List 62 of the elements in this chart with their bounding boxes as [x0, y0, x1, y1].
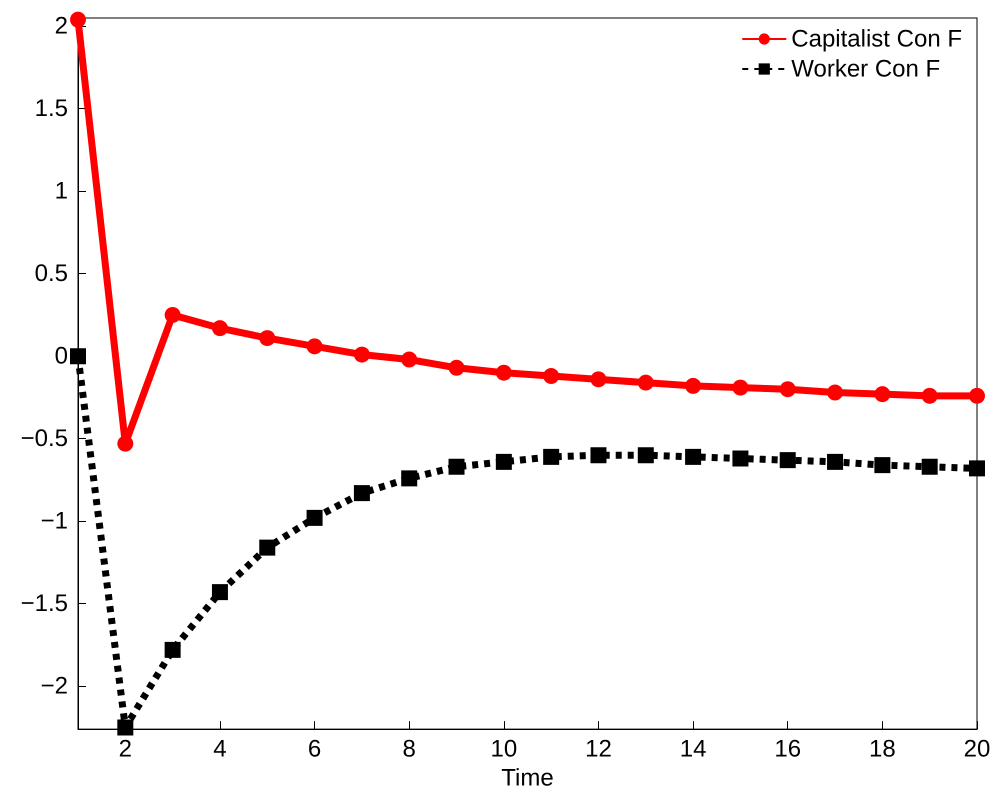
point — [543, 368, 560, 384]
x-tick-label: 10 — [490, 736, 518, 763]
point — [827, 454, 844, 470]
point — [543, 448, 560, 465]
point — [780, 381, 796, 398]
point — [354, 485, 370, 502]
point — [969, 388, 985, 404]
point — [969, 460, 985, 476]
point — [590, 447, 606, 464]
y-tick-label: −2 — [40, 672, 68, 700]
y-tick-label: 1.5 — [34, 95, 68, 122]
legend-label: Capitalist Con F — [791, 26, 962, 52]
point — [496, 364, 512, 381]
y-tick-label: 1 — [54, 178, 68, 205]
point — [685, 378, 702, 394]
x-tick-label: 2 — [118, 736, 132, 763]
point — [780, 452, 796, 468]
y-tick-label: −1.5 — [20, 590, 68, 618]
point — [638, 447, 654, 464]
point — [685, 448, 702, 465]
point — [306, 510, 323, 526]
x-tick-label: 18 — [869, 736, 896, 763]
point — [922, 388, 938, 404]
y-tick-label: −1 — [40, 508, 68, 535]
point — [401, 470, 418, 486]
point — [164, 306, 181, 323]
y-tick-label: 2 — [54, 12, 68, 40]
x-tick-label: 14 — [680, 736, 706, 763]
point — [70, 12, 86, 28]
point — [638, 374, 654, 391]
point — [259, 540, 276, 556]
x-tick-label: 20 — [964, 736, 990, 763]
point — [448, 360, 465, 376]
x-tick-label: 8 — [402, 736, 416, 763]
x-tick-label: 6 — [308, 736, 322, 763]
point — [874, 386, 890, 402]
point — [306, 338, 323, 354]
y-tick-label: −0.5 — [20, 425, 68, 452]
point — [732, 450, 748, 467]
legend-label: Worker Con F — [791, 56, 940, 82]
point — [827, 384, 844, 401]
point — [212, 584, 228, 600]
point — [212, 320, 228, 336]
x-tick-label: 16 — [774, 736, 802, 763]
point — [590, 371, 606, 388]
point — [164, 642, 181, 658]
point — [732, 380, 748, 396]
x-tick-label: 4 — [213, 736, 227, 763]
point — [117, 436, 134, 452]
point — [401, 352, 418, 368]
point — [117, 719, 134, 736]
point — [496, 454, 512, 470]
point — [354, 346, 370, 363]
point — [448, 458, 465, 475]
x-tick-label: 12 — [585, 736, 612, 763]
x-axis-title: Time — [501, 764, 554, 792]
y-tick-label: 0.5 — [34, 260, 68, 288]
point — [259, 330, 276, 346]
point — [874, 457, 890, 474]
y-tick-label: 0 — [54, 342, 68, 370]
point — [922, 458, 938, 475]
point — [70, 348, 86, 364]
